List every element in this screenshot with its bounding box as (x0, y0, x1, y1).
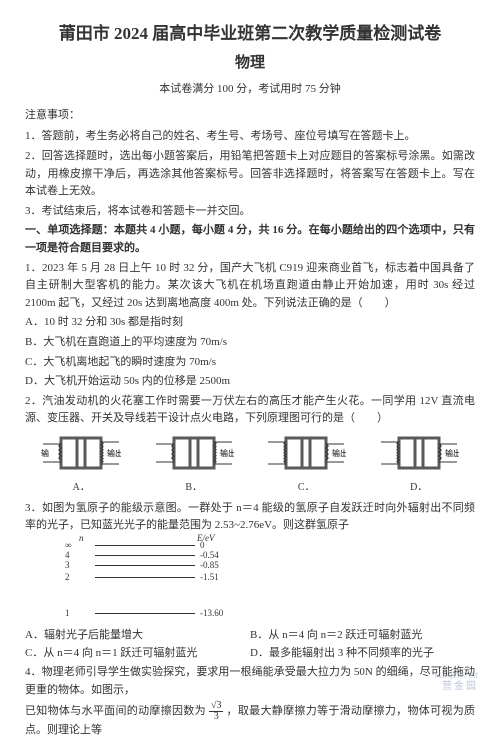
svg-text:输出: 输出 (220, 448, 234, 458)
level-4 (95, 555, 195, 556)
notice-2: 2．回答选择题时，选出每小题答案后，用铅笔把答题卡上对应题目的答案标号涂黑。如需… (25, 148, 475, 201)
exam-title: 莆田市 2024 届高中毕业班第二次教学质量检测试卷 (25, 20, 475, 47)
transformer-icon: 输出 (154, 432, 234, 480)
subject: 物理 (25, 51, 475, 75)
q1-choice-a: A．10 时 32 分和 30s 都是指时刻 (25, 314, 475, 332)
q1-choice-c: C．大飞机离地起飞的瞬时速度为 70m/s (25, 354, 475, 372)
level-1 (95, 613, 195, 614)
q2-label-a: A． (41, 480, 121, 496)
label-out: 输出 (107, 448, 121, 458)
q3-choice-b: B．从 n＝4 向 n＝2 跃迁可辐射蓝光 (250, 627, 475, 645)
transformer-icon: 输出 (266, 432, 346, 480)
q2-label-d: D． (379, 480, 459, 496)
svg-text:输出: 输出 (332, 448, 346, 458)
q3-choices-row2: C．从 n＝4 向 n＝1 跃迁可辐射蓝光 D．最多能辐射出 3 种不同频率的光… (25, 645, 475, 663)
q2-fig-b: 输出 B． (154, 432, 234, 496)
q3-choice-a: A．辐射光子后能量增大 (25, 627, 250, 645)
level-3 (95, 565, 195, 566)
q3-choices-row1: A．辐射光子后能量增大 B．从 n＝4 向 n＝2 跃迁可辐射蓝光 (25, 627, 475, 645)
level-2 (95, 577, 195, 578)
energy-level-diagram: n E/eV ∞ 0 4 -0.54 3 -0.85 2 -1.51 1 -13… (65, 541, 225, 621)
q2-fig-a: 输 输出 A． (41, 432, 121, 496)
notice-3: 3．考试结束后，将本试卷和答题卡一并交回。 (25, 203, 475, 221)
q3-choice-d: D．最多能辐射出 3 种不同频率的光子 (250, 645, 475, 663)
level-2-n: 2 (65, 570, 70, 584)
exam-meta: 本试卷满分 100 分，考试用时 75 分钟 (25, 81, 475, 99)
q2-label-b: B． (154, 480, 234, 496)
q4-stem2: 已知物体与水平面间的动摩擦因数为 √3 3 ，取最大静摩擦力等于滑动摩擦力，物体… (25, 701, 475, 740)
level-1-e: -13.60 (200, 606, 223, 620)
axis-n: n (79, 531, 84, 545)
svg-text:输出: 输出 (445, 448, 459, 458)
q3-choice-c: C．从 n＝4 向 n＝1 跃迁可辐射蓝光 (25, 645, 250, 663)
notice-1: 1．答题前，考生务必将自己的姓名、考生号、考场号、座位号填写在答题卡上。 (25, 128, 475, 146)
transformer-icon: 输 输出 (41, 432, 121, 480)
q2-figure-row: 输 输出 A． 输出 B． (25, 432, 475, 496)
label-in: 输 (41, 448, 49, 458)
fraction-icon: √3 3 (209, 701, 224, 722)
q4-stem: 4．物理老师引导学生做实验探究，要求用一根绳能承受最大拉力为 50N 的细绳，尽… (25, 664, 475, 699)
transformer-icon: 输出 (379, 432, 459, 480)
level-inf (95, 545, 195, 546)
frac-den: 3 (209, 712, 224, 722)
q4-stem2-pre: 已知物体与水平面间的动摩擦因数为 (25, 705, 209, 717)
notice-heading: 注意事项： (25, 107, 475, 125)
q3-stem: 3．如图为氢原子的能级示意图。一群处于 n＝4 能级的氢原子自发跃迁时向外辐射出… (25, 500, 475, 535)
q2-fig-c: 输出 C． (266, 432, 346, 496)
q1-choice-b: B．大飞机在直跑道上的平均速度为 70m/s (25, 334, 475, 352)
q2-stem: 2．汽油发动机的火花塞工作时需要一万伏左右的高压才能产生火花。一同学用 12V … (25, 393, 475, 428)
q2-label-c: C． (266, 480, 346, 496)
q1-choice-d: D．大飞机开始运动 50s 内的位移是 2500m (25, 373, 475, 391)
level-1-n: 1 (65, 606, 70, 620)
q2-fig-d: 输出 D． (379, 432, 459, 496)
section-1-heading: 一、单项选择题：本题共 4 小题，每小题 4 分，共 16 分。在每小题给出的四… (25, 222, 475, 257)
level-2-e: -1.51 (200, 570, 219, 584)
q1-stem: 1．2023 年 5 月 28 日上午 10 时 32 分，国产大飞机 C919… (25, 260, 475, 313)
watermark: 营金园 (442, 679, 478, 695)
